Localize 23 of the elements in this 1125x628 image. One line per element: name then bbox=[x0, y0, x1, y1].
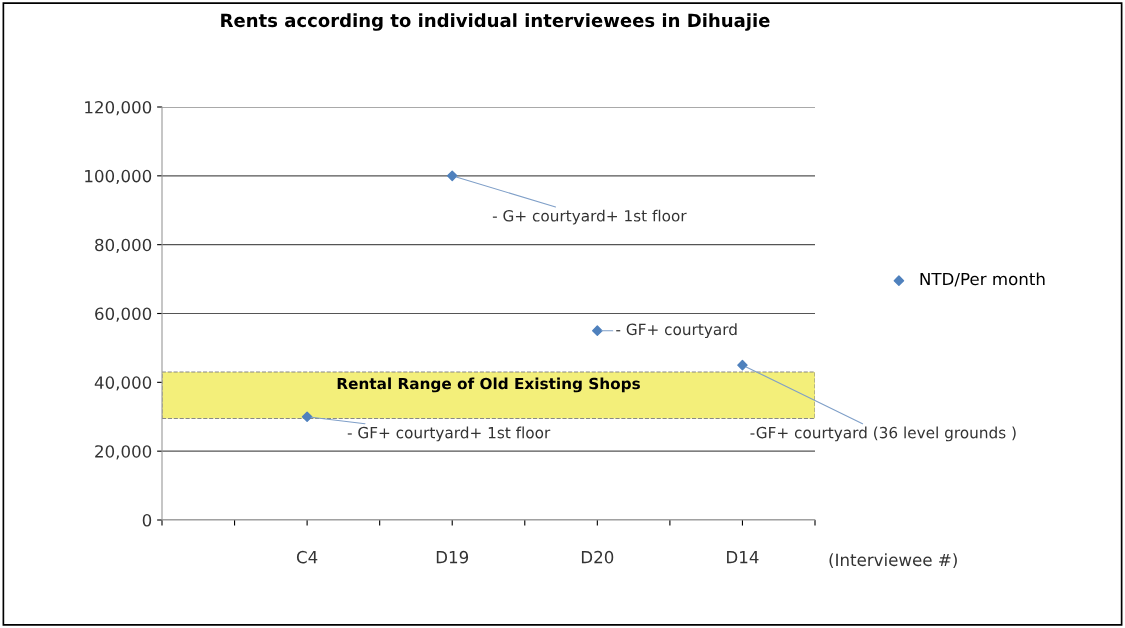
y-tick-label: 60,000 bbox=[95, 307, 152, 322]
point bbox=[446, 170, 458, 182]
annotation: - G+ courtyard+ 1st floor bbox=[492, 209, 687, 225]
legend-label: NTD/Per month bbox=[920, 272, 1045, 287]
point bbox=[592, 325, 603, 337]
band-label: Rental Range of Old Existing Shops bbox=[337, 377, 640, 393]
x-axis-title: (Interviewee #) bbox=[829, 553, 957, 569]
point bbox=[737, 359, 748, 371]
point bbox=[301, 411, 313, 423]
y-tick-label: 120,000 bbox=[85, 100, 152, 116]
annotation: - GF+ courtyard bbox=[616, 323, 737, 339]
y-tick-label: 40,000 bbox=[94, 376, 152, 391]
x-tick-label: C4 bbox=[296, 550, 318, 564]
annotation: -GF+ courtyard (36 level grounds ) bbox=[750, 426, 1016, 442]
x-tick-label: D20 bbox=[581, 550, 614, 564]
y-tick-label: 100,000 bbox=[85, 169, 152, 185]
y-tick-label: 0 bbox=[142, 513, 152, 527]
x-tick-label: D19 bbox=[436, 550, 469, 564]
y-tick-label: 80,000 bbox=[95, 238, 152, 253]
chart-title: Rents according to individual interviewees in Dihuajie bbox=[221, 13, 770, 31]
x-tick-label: D14 bbox=[727, 551, 759, 564]
y-tick-label: 20,000 bbox=[95, 445, 152, 460]
annotation: - GF+ courtyard+ 1st floor bbox=[347, 426, 551, 442]
